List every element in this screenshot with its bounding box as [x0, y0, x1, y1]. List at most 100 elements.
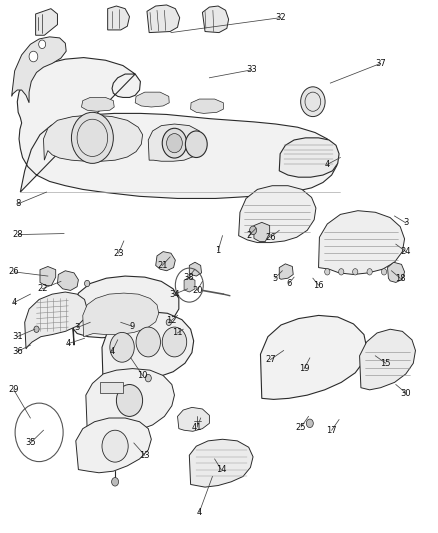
Polygon shape	[135, 92, 169, 107]
Text: 32: 32	[275, 13, 286, 22]
Text: 22: 22	[37, 284, 47, 293]
Text: 29: 29	[9, 385, 19, 394]
Polygon shape	[40, 266, 56, 286]
Circle shape	[395, 269, 400, 275]
Circle shape	[39, 40, 46, 49]
Text: 9: 9	[129, 321, 134, 330]
Polygon shape	[147, 5, 180, 33]
Text: 35: 35	[25, 439, 35, 448]
Text: 26: 26	[8, 268, 19, 276]
Circle shape	[162, 327, 187, 357]
Circle shape	[110, 333, 134, 362]
Circle shape	[117, 384, 143, 416]
Polygon shape	[189, 439, 253, 487]
Polygon shape	[76, 418, 151, 473]
Text: 31: 31	[12, 332, 23, 341]
Text: 37: 37	[375, 59, 386, 68]
Polygon shape	[86, 368, 174, 432]
Polygon shape	[261, 316, 367, 399]
Circle shape	[185, 131, 207, 158]
Text: 20: 20	[192, 286, 202, 295]
Circle shape	[325, 269, 330, 275]
Polygon shape	[360, 329, 416, 390]
Circle shape	[367, 269, 372, 275]
Text: 26: 26	[265, 233, 276, 242]
Polygon shape	[108, 6, 130, 30]
Polygon shape	[83, 293, 159, 337]
Circle shape	[102, 430, 128, 462]
Text: 3: 3	[403, 219, 409, 228]
Polygon shape	[81, 98, 114, 111]
Text: 4: 4	[66, 339, 71, 348]
Polygon shape	[12, 37, 66, 103]
Polygon shape	[279, 264, 293, 279]
Circle shape	[85, 280, 90, 287]
Text: 1: 1	[215, 246, 221, 255]
Text: 10: 10	[138, 371, 148, 380]
Polygon shape	[155, 252, 175, 271]
Circle shape	[306, 419, 313, 427]
Text: 36: 36	[12, 347, 23, 356]
Text: 12: 12	[166, 316, 176, 325]
Polygon shape	[148, 124, 202, 161]
Text: 21: 21	[157, 261, 167, 270]
Polygon shape	[73, 276, 179, 345]
Circle shape	[112, 478, 119, 486]
Polygon shape	[35, 9, 57, 35]
Circle shape	[71, 112, 113, 164]
Polygon shape	[191, 99, 223, 114]
Text: 34: 34	[169, 289, 180, 298]
Polygon shape	[202, 6, 229, 33]
Text: 17: 17	[326, 426, 337, 435]
Polygon shape	[184, 277, 195, 292]
Circle shape	[15, 403, 63, 462]
Circle shape	[339, 269, 344, 275]
Polygon shape	[177, 407, 209, 431]
Polygon shape	[279, 138, 339, 177]
Text: 27: 27	[265, 355, 276, 364]
Polygon shape	[189, 262, 201, 276]
Text: 16: 16	[313, 280, 324, 289]
Polygon shape	[57, 271, 78, 290]
Text: 41: 41	[192, 423, 202, 432]
Polygon shape	[388, 262, 405, 282]
Text: 4: 4	[325, 160, 330, 169]
Circle shape	[29, 51, 38, 62]
Circle shape	[145, 374, 151, 382]
Text: 25: 25	[296, 423, 306, 432]
Polygon shape	[17, 58, 338, 198]
Bar	[100, 382, 123, 393]
Polygon shape	[43, 115, 143, 161]
Circle shape	[166, 319, 171, 326]
Polygon shape	[318, 211, 405, 274]
Text: 38: 38	[183, 273, 194, 281]
Text: 5: 5	[272, 273, 278, 282]
Text: 14: 14	[216, 465, 226, 474]
Circle shape	[34, 326, 39, 333]
Text: 2: 2	[246, 231, 251, 240]
Circle shape	[353, 269, 358, 275]
Text: 18: 18	[395, 273, 406, 282]
Circle shape	[162, 128, 187, 158]
Text: 3: 3	[74, 323, 80, 332]
Polygon shape	[239, 185, 316, 243]
Text: 15: 15	[381, 359, 391, 368]
Text: 4: 4	[110, 347, 115, 356]
Text: 19: 19	[299, 364, 309, 373]
Polygon shape	[102, 312, 194, 390]
Circle shape	[250, 226, 257, 235]
Text: 30: 30	[401, 389, 411, 398]
Text: 6: 6	[286, 279, 292, 288]
Polygon shape	[25, 292, 87, 349]
Text: 28: 28	[13, 230, 24, 239]
Text: 33: 33	[246, 66, 257, 74]
Circle shape	[300, 87, 325, 117]
Text: 23: 23	[113, 249, 124, 258]
Text: 4: 4	[197, 507, 202, 516]
Text: 24: 24	[401, 247, 411, 256]
Circle shape	[381, 269, 387, 275]
Text: 8: 8	[15, 199, 21, 208]
Text: 4: 4	[11, 298, 16, 307]
Polygon shape	[254, 222, 270, 241]
Text: 11: 11	[172, 328, 183, 337]
